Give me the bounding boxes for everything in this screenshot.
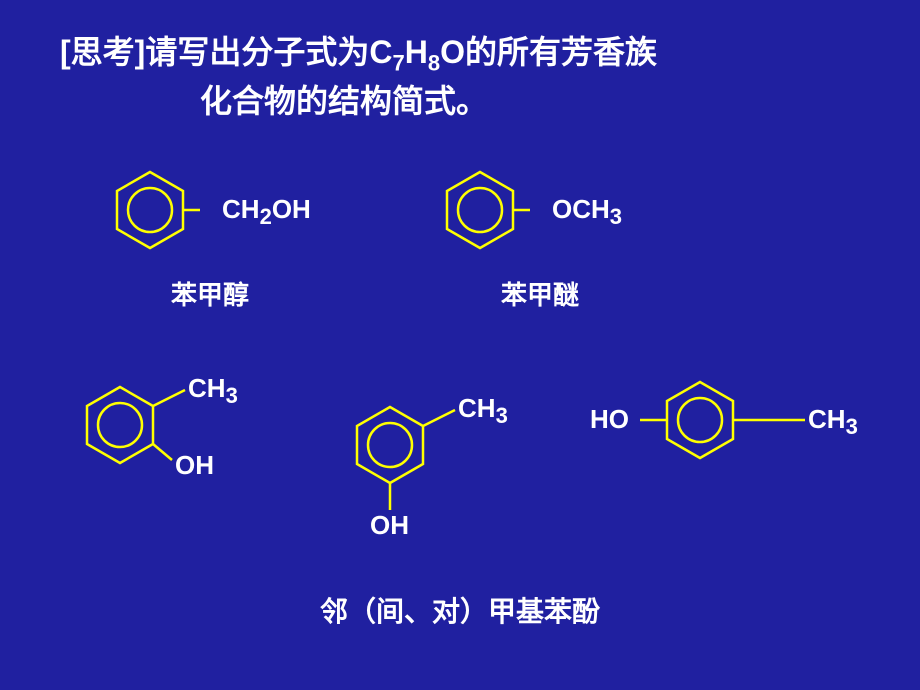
compound-o-cresol: CH3 OH <box>60 365 200 505</box>
substituent-ch3: CH3 <box>188 373 238 409</box>
title-prefix: [思考] <box>60 34 145 70</box>
title-sub2: 8 <box>428 50 440 75</box>
compound-p-cresol: HO CH3 <box>590 370 860 470</box>
compound-m-cresol: CH3 OH <box>330 385 470 535</box>
substituent-ho: HO <box>590 404 629 435</box>
title-line1b: H <box>405 34 428 70</box>
substituent-ch3: CH3 <box>808 404 858 440</box>
title-sub1: 7 <box>392 50 404 75</box>
label-anisole: 苯甲醚 <box>440 275 640 312</box>
substituent-oh: OH <box>370 510 409 541</box>
label-benzyl-alcohol: 苯甲醇 <box>110 275 310 312</box>
title-line1c: O的所有芳香族 <box>440 34 657 70</box>
substituent-ch3: CH3 <box>458 393 508 429</box>
benzene-ring-icon <box>430 160 530 260</box>
benzene-ring-icon <box>100 160 200 260</box>
title-line2: 化合物的结构简式。 <box>60 79 860 124</box>
compound-benzyl-alcohol: CH2OH <box>100 160 200 260</box>
label-cresols: 邻（间、对）甲基苯酚 <box>260 590 660 630</box>
benzene-ring-icon <box>60 365 200 505</box>
substituent-oh: OH <box>175 450 214 481</box>
title-line1a: 请写出分子式为C <box>145 34 392 70</box>
question-title: [思考]请写出分子式为C7H8O的所有芳香族 化合物的结构简式。 <box>60 30 860 124</box>
substituent-och3: OCH3 <box>552 194 622 230</box>
substituent-ch2oh: CH2OH <box>222 194 311 230</box>
compound-anisole: OCH3 <box>430 160 530 260</box>
